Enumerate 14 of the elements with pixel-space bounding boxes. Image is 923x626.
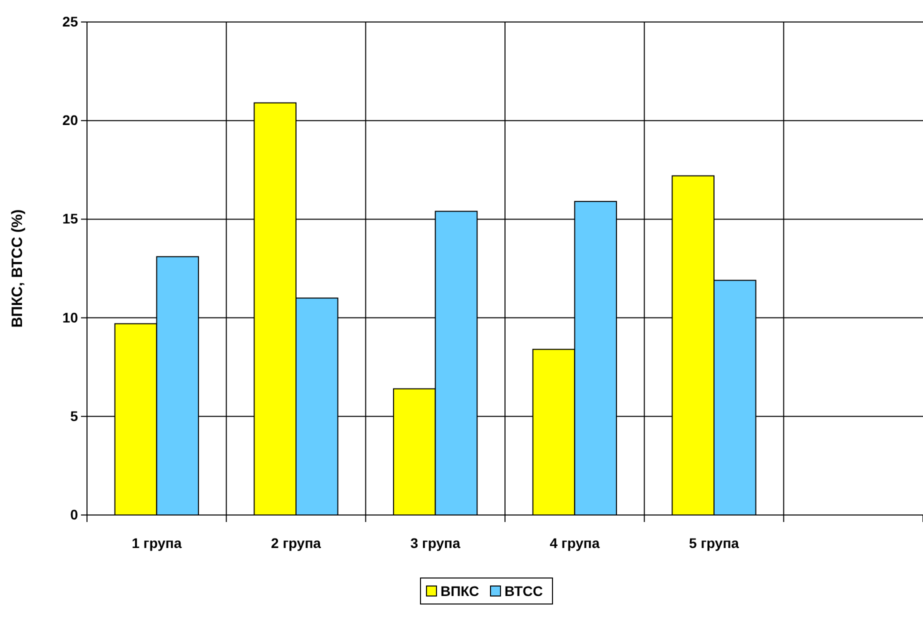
legend-label: ВПКС (440, 583, 480, 599)
y-tick-label: 20 (62, 112, 78, 128)
x-tick-label: 2 група (271, 535, 322, 551)
legend-label: ВТСС (504, 583, 543, 599)
y-tick-label: 0 (70, 506, 78, 522)
x-tick-label: 5 група (689, 535, 740, 551)
x-tick-label: 1 група (132, 535, 182, 551)
y-tick-label: 5 (70, 408, 78, 424)
y-axis-title: ВПКС, ВТСС (%) (9, 209, 26, 328)
x-tick-label: 3 група (410, 535, 460, 551)
y-tick-label: 10 (62, 309, 78, 326)
x-tick-label: 4 група (550, 535, 600, 551)
y-tick-label: 15 (62, 210, 78, 227)
y-tick-label: 25 (62, 13, 78, 30)
